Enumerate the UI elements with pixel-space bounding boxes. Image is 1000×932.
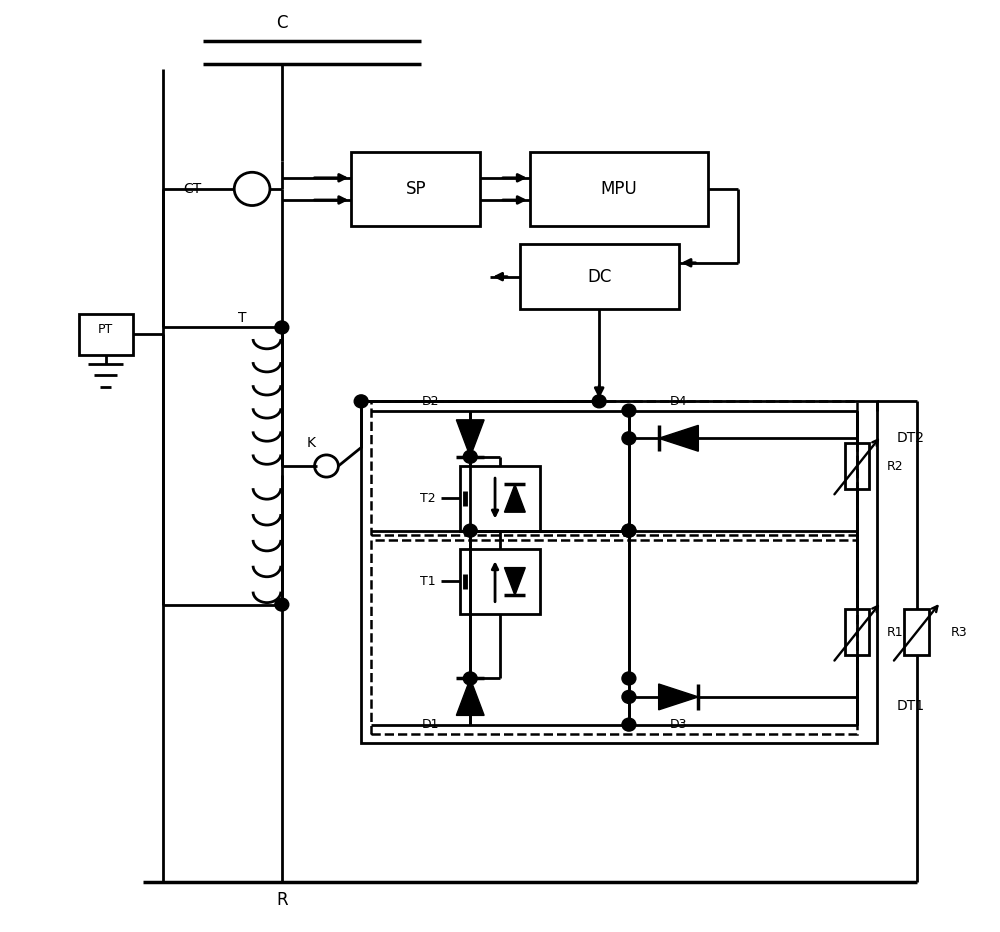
Text: MPU: MPU — [601, 180, 637, 198]
Polygon shape — [456, 678, 484, 716]
Text: T: T — [238, 311, 246, 325]
Polygon shape — [504, 568, 525, 596]
Bar — [460, 549, 540, 614]
Circle shape — [622, 691, 636, 704]
Circle shape — [622, 719, 636, 731]
Bar — [845, 443, 869, 489]
Circle shape — [622, 432, 636, 445]
Circle shape — [463, 450, 477, 463]
Text: DT2: DT2 — [897, 432, 925, 445]
Circle shape — [622, 524, 636, 537]
Circle shape — [463, 524, 477, 537]
Text: R2: R2 — [887, 459, 903, 473]
Circle shape — [592, 395, 606, 408]
Text: D1: D1 — [422, 719, 439, 731]
Bar — [460, 466, 540, 530]
Text: D4: D4 — [670, 395, 687, 408]
Bar — [79, 313, 133, 355]
Circle shape — [622, 672, 636, 685]
Text: R3: R3 — [951, 625, 968, 638]
Bar — [845, 610, 869, 655]
Bar — [371, 402, 857, 535]
Bar — [351, 152, 480, 226]
Circle shape — [275, 321, 289, 334]
Text: C: C — [276, 14, 288, 32]
Bar — [361, 402, 877, 743]
Bar — [530, 152, 708, 226]
Circle shape — [463, 672, 477, 685]
Text: T1: T1 — [420, 575, 436, 588]
Circle shape — [622, 404, 636, 417]
Text: R: R — [276, 891, 288, 909]
Bar — [371, 540, 857, 733]
Text: D3: D3 — [670, 719, 687, 731]
Polygon shape — [504, 485, 525, 513]
Text: D2: D2 — [422, 395, 439, 408]
Text: DC: DC — [587, 267, 611, 285]
Text: K: K — [307, 436, 316, 450]
Text: T2: T2 — [420, 492, 436, 505]
Text: DT1: DT1 — [897, 699, 925, 713]
Text: CT: CT — [183, 182, 202, 196]
Bar — [904, 610, 929, 655]
Circle shape — [275, 598, 289, 611]
Text: SP: SP — [405, 180, 426, 198]
Polygon shape — [659, 425, 698, 451]
Text: PT: PT — [98, 322, 113, 336]
Text: R1: R1 — [887, 625, 903, 638]
Polygon shape — [456, 419, 484, 457]
Circle shape — [354, 395, 368, 408]
Bar — [520, 244, 678, 309]
Polygon shape — [659, 684, 698, 710]
Circle shape — [622, 524, 636, 537]
